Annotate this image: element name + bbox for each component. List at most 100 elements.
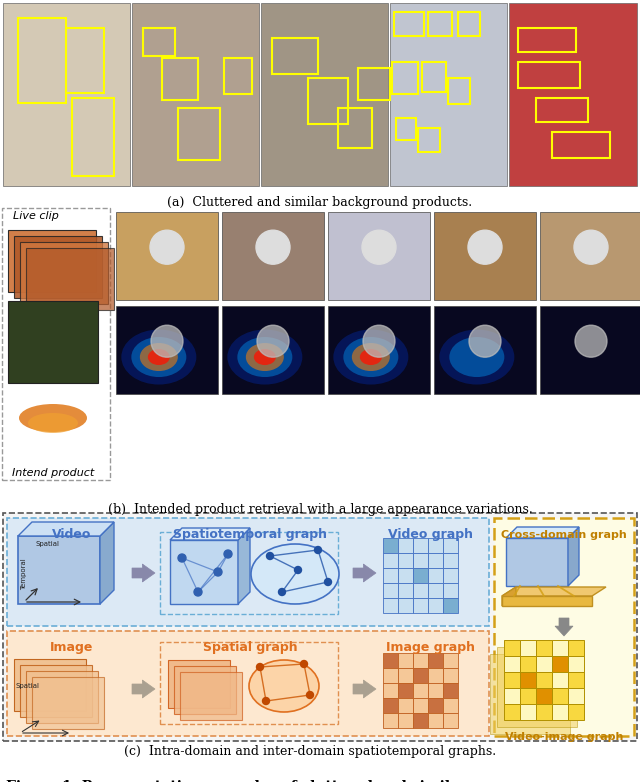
Text: (c)  Intra-domain and inter-domain spatiotemporal graphs.: (c) Intra-domain and inter-domain spatio… (124, 745, 496, 758)
Text: Video graph: Video graph (387, 528, 472, 541)
Circle shape (266, 553, 273, 559)
Bar (308, 78, 348, 124)
Bar (20, 665, 92, 717)
Polygon shape (353, 680, 376, 698)
Text: Temporal: Temporal (21, 558, 27, 590)
Polygon shape (100, 522, 114, 604)
Text: Spatial: Spatial (16, 683, 40, 689)
Bar (443, 568, 458, 583)
Bar (506, 538, 568, 586)
Bar (428, 538, 443, 553)
Bar (536, 672, 552, 688)
Circle shape (178, 554, 186, 562)
Bar (162, 58, 198, 100)
Ellipse shape (254, 349, 276, 365)
Circle shape (278, 589, 285, 596)
Bar (536, 640, 552, 656)
Bar (338, 108, 372, 148)
Bar (428, 668, 443, 683)
Circle shape (257, 663, 264, 670)
Ellipse shape (439, 329, 515, 385)
Bar (390, 3, 507, 186)
Bar (398, 568, 413, 583)
Circle shape (151, 325, 183, 357)
Text: Spatial: Spatial (36, 541, 60, 547)
Text: Image: Image (51, 641, 93, 654)
Bar (494, 518, 634, 736)
Bar (26, 248, 114, 310)
Circle shape (224, 550, 232, 558)
Circle shape (574, 230, 608, 264)
Bar (174, 666, 236, 714)
Polygon shape (502, 587, 606, 596)
Bar (443, 683, 458, 698)
Ellipse shape (19, 404, 87, 432)
Bar (568, 656, 584, 672)
Bar (497, 647, 577, 727)
Ellipse shape (227, 329, 302, 385)
Bar (383, 538, 398, 553)
Ellipse shape (251, 544, 339, 604)
Bar (540, 212, 640, 300)
Bar (428, 598, 443, 613)
Circle shape (294, 566, 301, 573)
Circle shape (257, 325, 289, 357)
Bar (504, 704, 520, 720)
Bar (504, 688, 520, 704)
Ellipse shape (148, 349, 170, 365)
Bar (413, 668, 428, 683)
Polygon shape (238, 528, 250, 604)
Polygon shape (132, 680, 155, 698)
Bar (422, 62, 446, 92)
Bar (552, 672, 568, 688)
Bar (222, 306, 324, 394)
Polygon shape (555, 618, 573, 636)
Bar (383, 653, 398, 668)
Bar (170, 540, 238, 604)
Ellipse shape (352, 343, 390, 371)
Bar (180, 672, 242, 720)
Bar (509, 3, 637, 186)
Bar (383, 583, 398, 598)
Ellipse shape (360, 349, 382, 365)
Bar (358, 68, 390, 100)
Bar (552, 688, 568, 704)
Bar (552, 704, 568, 720)
Bar (7, 518, 489, 626)
Circle shape (194, 588, 202, 596)
Bar (8, 301, 98, 383)
Text: Intend product: Intend product (12, 468, 94, 478)
Ellipse shape (28, 413, 78, 433)
Bar (458, 12, 480, 36)
Bar (443, 653, 458, 668)
Bar (224, 58, 252, 94)
Bar (443, 583, 458, 598)
Bar (143, 28, 175, 56)
Ellipse shape (246, 343, 284, 371)
Text: Image graph: Image graph (385, 641, 474, 654)
Circle shape (256, 230, 290, 264)
Bar (448, 78, 470, 104)
Text: Spatiotemporal graph: Spatiotemporal graph (173, 528, 327, 541)
Polygon shape (502, 596, 592, 606)
Bar (72, 98, 114, 176)
Bar (413, 653, 428, 668)
Text: Video: Video (52, 528, 92, 541)
Bar (398, 583, 413, 598)
Bar (66, 28, 104, 93)
Text: (b)  Intended product retrieval with a large appearance variations.: (b) Intended product retrieval with a la… (108, 503, 532, 516)
Bar (3, 3, 130, 186)
Bar (383, 598, 398, 613)
Bar (14, 236, 102, 298)
Bar (568, 640, 584, 656)
Bar (428, 12, 452, 36)
Bar (504, 672, 520, 688)
Bar (443, 538, 458, 553)
Circle shape (314, 547, 321, 554)
Bar (8, 230, 96, 292)
Circle shape (468, 230, 502, 264)
Bar (536, 688, 552, 704)
Circle shape (575, 325, 607, 357)
Bar (398, 538, 413, 553)
Bar (428, 568, 443, 583)
